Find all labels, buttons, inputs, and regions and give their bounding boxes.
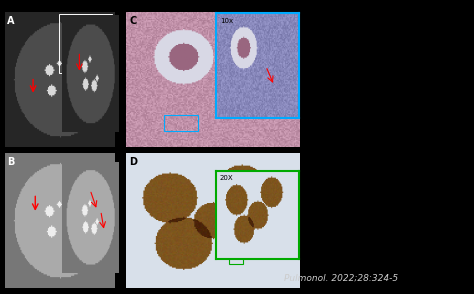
Text: A: A [7, 16, 14, 26]
Text: D: D [129, 157, 137, 167]
Bar [164, 115, 198, 131]
Bar [59, 14, 111, 73]
Text: 10x: 10x [220, 19, 233, 24]
Text: 20X: 20X [220, 175, 233, 181]
Text: Pulmonol. 2022;28:324-5: Pulmonol. 2022;28:324-5 [284, 273, 398, 282]
Text: C: C [129, 16, 137, 26]
Text: B: B [7, 157, 14, 167]
Bar [229, 250, 243, 264]
